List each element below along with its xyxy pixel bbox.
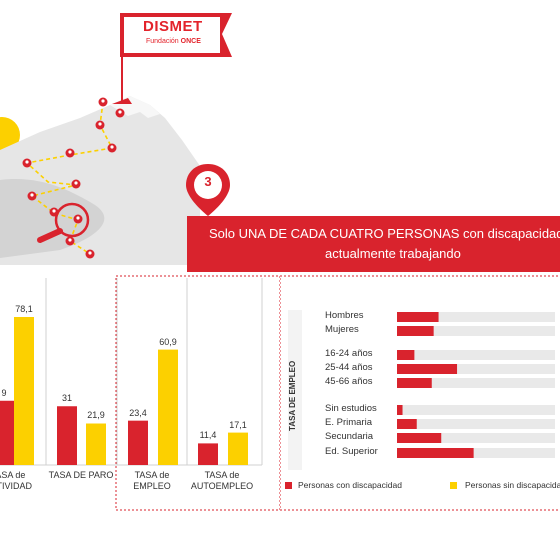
step-number: 3 <box>204 174 212 189</box>
hbar-con-discapacidad <box>397 326 434 336</box>
employment-bar-chart <box>280 275 560 511</box>
hbar-con-discapacidad <box>397 312 439 322</box>
category-label-line: TASA de <box>134 470 170 480</box>
hbar-con-discapacidad <box>397 378 432 388</box>
bar-track <box>397 378 555 388</box>
magnifier-icon <box>37 202 90 243</box>
mountain-shadow <box>0 179 105 258</box>
row-category-label: Sin estudios <box>325 403 377 414</box>
hbar-con-discapacidad <box>397 405 403 415</box>
brand-sub-prefix: Fundación <box>146 38 179 45</box>
bar-track <box>397 312 555 322</box>
category-label-line: AUTOEMPLEO <box>190 481 254 491</box>
bar-track <box>397 419 555 429</box>
legend-red-label: Personas con discapacidad <box>298 480 402 490</box>
bar-value-label: 31 <box>61 393 72 404</box>
bar-con-discapacidad <box>57 406 77 465</box>
employment-highlight-box <box>280 275 560 511</box>
bar-track <box>397 364 555 374</box>
row-category-label: Ed. Superior <box>325 446 378 457</box>
legend-yellow-label: Personas sin discapacidad <box>465 480 560 490</box>
employment-chart-title: TASA DE EMPLEO <box>288 360 297 431</box>
bar-track <box>397 448 555 458</box>
category-label-line: TASA de <box>204 470 240 480</box>
category-label: TASA deACTIVIDAD <box>0 470 48 492</box>
row-category-label: Hombres <box>325 310 364 321</box>
bar-sin-discapacidad <box>14 317 34 465</box>
hbar-con-discapacidad <box>397 433 442 443</box>
row-category-label: Secundaria <box>325 431 374 442</box>
headline-line1: Solo UNA DE CADA CUATRO PERSONAS con dis… <box>209 226 560 241</box>
category-label-line: ACTIVIDAD <box>0 481 32 491</box>
mountain-illustration <box>0 13 232 265</box>
bar-sin-discapacidad <box>86 423 106 465</box>
bar-value-label: 78,1 <box>15 304 33 314</box>
bar-value-label: 60,9 <box>159 336 177 347</box>
bar-value-label: 11,4 <box>199 430 217 441</box>
bar-track <box>397 405 555 415</box>
legend-red-swatch <box>285 482 292 489</box>
hbar-con-discapacidad <box>397 350 415 360</box>
bar-con-discapacidad <box>0 400 14 465</box>
brand-name: DISMET <box>143 18 203 35</box>
row-category-label: E. Primaria <box>325 417 372 428</box>
brand-sub-suffix: ONCE <box>180 38 201 45</box>
bar-track <box>397 350 555 360</box>
bar-con-discapacidad <box>128 420 148 465</box>
row-category-label: 25-44 años <box>325 362 373 373</box>
hbar-con-discapacidad <box>397 448 474 458</box>
category-label-line: EMPLEO <box>133 481 171 491</box>
headline-line2: actualmente trabajando <box>325 246 461 261</box>
empleo-highlight-box <box>115 275 280 511</box>
bar-value-label: 17,1 <box>229 419 247 430</box>
bar-track <box>397 326 555 336</box>
bar-value-label: 21,9 <box>87 410 105 421</box>
category-label-line: TASA de <box>0 470 26 480</box>
bar-value-label: 9 <box>1 387 7 398</box>
row-category-label: 16-24 años <box>325 348 373 359</box>
rates-bar-chart <box>0 275 280 511</box>
bar-track <box>397 433 555 443</box>
row-category-label: Mujeres <box>325 324 359 335</box>
headline-banner: Solo UNA DE CADA CUATRO PERSONAS con dis… <box>187 216 560 272</box>
row-category-label: 45-66 años <box>325 376 373 387</box>
bar-value-label: 23,4 <box>129 407 147 418</box>
bar-con-discapacidad <box>198 443 218 465</box>
category-label: TASA de EMPLEO <box>112 470 192 492</box>
category-label: TASA de AUTOEMPLEO <box>182 470 262 492</box>
legend-yellow-swatch <box>450 482 457 489</box>
hbar-con-discapacidad <box>397 419 417 429</box>
bar-sin-discapacidad <box>158 349 178 465</box>
brand-subtitle: Fundación ONCE <box>146 38 201 45</box>
category-label-line: TASA DE PARO <box>48 470 114 480</box>
bar-sin-discapacidad <box>228 432 248 465</box>
hbar-con-discapacidad <box>397 364 458 374</box>
chart-title-strip <box>288 310 302 470</box>
category-label: TASA DE PARO <box>41 470 121 481</box>
